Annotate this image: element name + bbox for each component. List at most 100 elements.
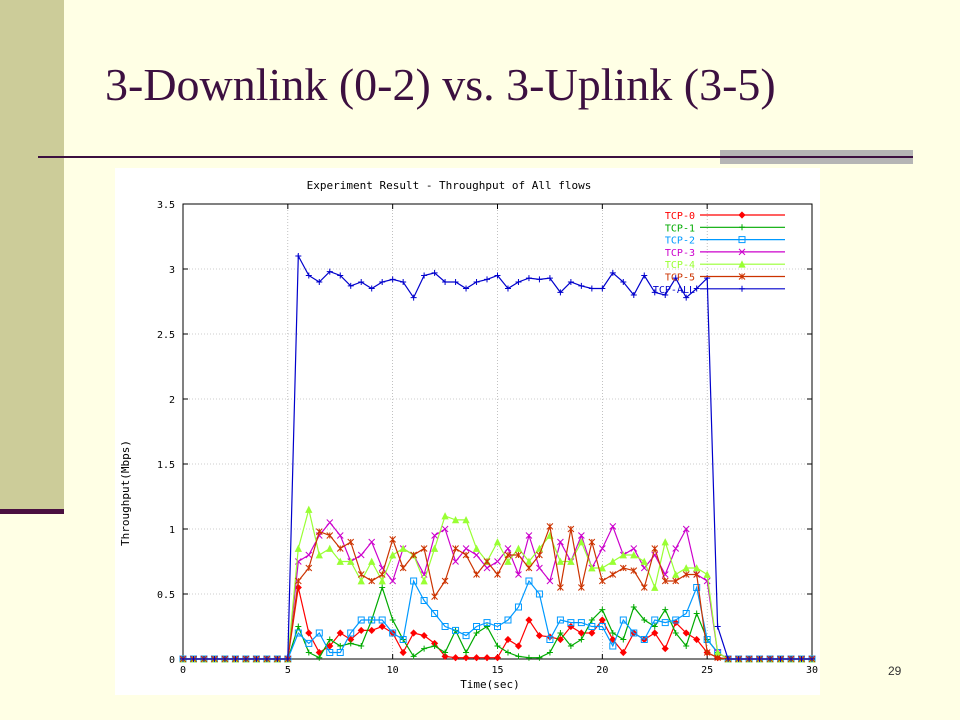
data-point-tcp-5 [305,564,313,572]
data-point-tcp-2 [577,619,585,627]
data-point-tcp-3 [441,525,449,533]
data-point-tcp-3 [336,532,344,539]
x-tick-label: 5 [285,665,291,676]
data-point-tcp-3 [557,538,564,546]
data-point-tcp-0 [357,626,365,634]
data-point-tcp-all [337,272,344,279]
data-point-tcp-4 [336,557,344,565]
data-point-tcp-all [714,623,721,630]
data-point-tcp-3 [536,564,543,572]
data-point-tcp-all [494,272,501,279]
data-point-tcp-4 [462,516,470,524]
data-point-tcp-2 [504,616,512,624]
data-point-tcp-all [274,656,281,662]
data-point-tcp-2 [588,623,596,630]
data-point-tcp-all [242,656,249,662]
data-point-tcp-5 [326,532,334,539]
data-point-tcp-5 [703,649,711,656]
data-point-tcp-4 [640,557,648,565]
data-point-tcp-5 [347,538,355,546]
data-point-tcp-2 [357,616,365,624]
data-point-tcp-2 [378,616,386,624]
data-point-tcp-1 [389,617,396,623]
data-point-tcp-1 [630,604,637,610]
data-point-tcp-2 [525,577,533,585]
x-tick-label: 0 [180,665,186,676]
data-point-tcp-all [767,656,774,662]
data-point-tcp-4 [451,516,460,524]
data-point-tcp-1 [337,643,344,649]
data-point-tcp-1 [379,584,386,591]
data-point-tcp-3 [326,519,334,526]
y-axis-label: Throughput(Mbps) [119,440,132,546]
legend-label-tcp-1: TCP-1 [665,223,695,234]
data-point-tcp-all [662,292,669,298]
data-point-tcp-5 [441,577,449,585]
data-point-tcp-4 [441,512,449,520]
data-point-tcp-all [180,656,186,662]
data-point-tcp-4 [514,544,523,552]
data-point-tcp-3 [515,571,522,578]
data-point-tcp-all [284,656,291,662]
data-point-tcp-all [400,279,407,285]
data-point-tcp-all [599,285,606,292]
data-point-tcp-0 [577,629,585,637]
data-point-tcp-all [211,656,218,662]
data-point-tcp-all [368,285,375,292]
data-point-tcp-2 [514,603,522,611]
data-point-tcp-1 [484,623,491,630]
data-point-tcp-0 [493,654,502,662]
data-point-tcp-all [515,279,522,285]
legend-label-tcp-5: TCP-5 [665,273,695,284]
data-point-tcp-1 [599,606,606,613]
data-point-tcp-1 [525,654,532,661]
data-point-tcp-1 [662,606,669,613]
data-point-tcp-4 [682,564,690,572]
data-point-tcp-2 [672,616,680,624]
data-point-tcp-5 [462,551,470,559]
data-point-tcp-5 [494,571,501,578]
data-point-tcp-2 [305,639,313,647]
y-tick-label: 3.5 [157,200,175,211]
data-point-tcp-2 [598,623,606,630]
data-point-tcp-4 [420,577,428,585]
data-point-tcp-all [546,275,553,282]
data-point-tcp-3 [389,577,397,585]
data-point-tcp-all [578,282,585,289]
chart-title: Experiment Result - Throughput of All fl… [307,179,592,192]
data-point-tcp-5 [693,571,701,578]
data-point-tcp-all [379,279,386,285]
chart-container: 0 5 10 15 20 25 30 0 0.5 1 1.5 2 2.5 3 3.5 TCP-0 TCP-1 T… [115,168,820,695]
data-point-tcp-2 [336,649,344,656]
data-point-tcp-4 [399,544,407,552]
data-point-tcp-all [693,285,700,292]
title-rule [38,156,913,158]
data-point-tcp-5 [598,577,606,585]
data-point-tcp-2 [494,623,501,630]
data-point-tcp-2 [535,590,543,598]
data-point-tcp-0 [420,632,428,640]
legend-marker-tcp-1 [739,224,745,231]
x-tick-label: 20 [596,665,608,676]
data-point-tcp-5 [536,551,543,559]
legend-label-tcp-0: TCP-0 [665,211,695,222]
data-point-tcp-4 [630,551,638,559]
data-point-tcp-4 [598,564,606,572]
legend-marker-tcp-4 [738,260,746,268]
data-point-tcp-all [756,656,763,662]
data-point-tcp-all [326,268,333,275]
data-point-tcp-all [683,294,690,301]
data-point-tcp-1 [463,649,470,656]
data-point-tcp-5 [399,564,407,572]
data-point-tcp-all [200,656,207,662]
data-point-tcp-2 [630,629,638,637]
data-point-tcp-all [305,272,312,279]
data-point-tcp-0 [483,654,491,662]
data-point-tcp-3 [525,532,533,539]
data-point-tcp-0 [472,654,481,662]
data-point-tcp-5 [389,536,397,543]
data-point-tcp-5 [336,545,344,552]
data-point-tcp-0 [588,629,596,637]
data-point-tcp-5 [640,584,648,591]
data-point-tcp-4 [472,544,481,552]
